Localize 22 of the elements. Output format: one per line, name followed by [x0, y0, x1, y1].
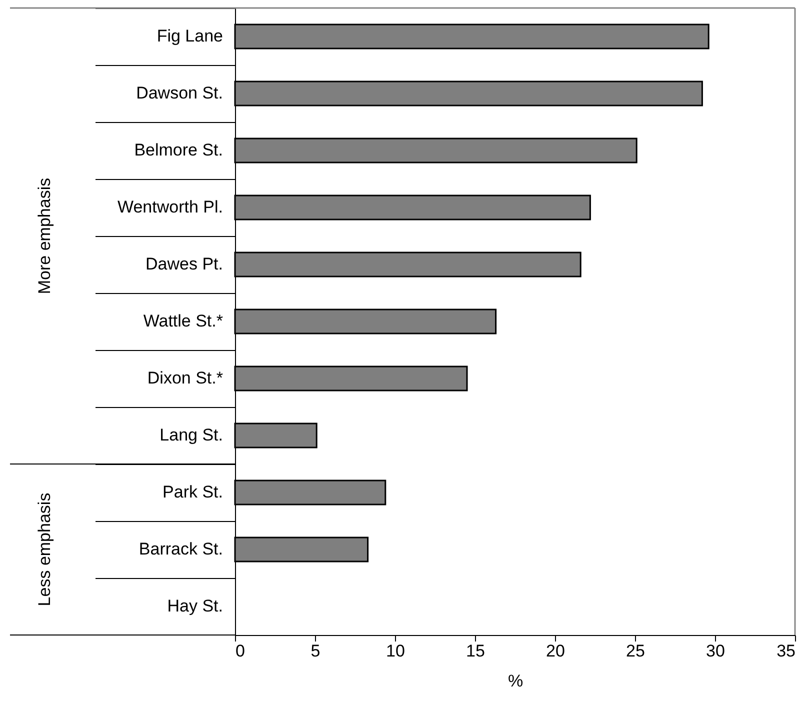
y-tick-label: Barrack St. — [138, 540, 223, 558]
y-tick-label: Dixon St.* — [147, 368, 224, 388]
x-tick-label: 10 — [386, 642, 405, 660]
text: More emphasis — [35, 178, 54, 294]
x-tick-label: 30 — [706, 642, 725, 660]
x-tick-label: 5 — [310, 642, 320, 660]
x-tick-label: 15 — [466, 642, 485, 660]
y-tick-label: Wattle St.* — [143, 312, 224, 330]
y-tick-label: Belmore St. — [134, 140, 223, 160]
y-tick-label: Fig Lane — [156, 26, 223, 46]
x-tick-label: 25 — [626, 642, 645, 660]
x-tick-label: 0 — [236, 642, 245, 660]
y-tick-label: Wentworth Pl. — [117, 198, 223, 216]
y-tick-label: Hay St. — [167, 596, 223, 616]
text: Less emphasis — [35, 492, 54, 606]
x-tick-label: 35 — [776, 642, 796, 660]
y-tick-label: Dawes Pt. — [146, 254, 223, 274]
y-tick-label: Lang St. — [160, 426, 223, 444]
x-axis-title: % — [508, 672, 524, 690]
y-tick-label: Dawson St. — [136, 84, 223, 102]
y-tick-label: Park St. — [162, 482, 223, 502]
x-tick-label: 20 — [546, 642, 565, 660]
